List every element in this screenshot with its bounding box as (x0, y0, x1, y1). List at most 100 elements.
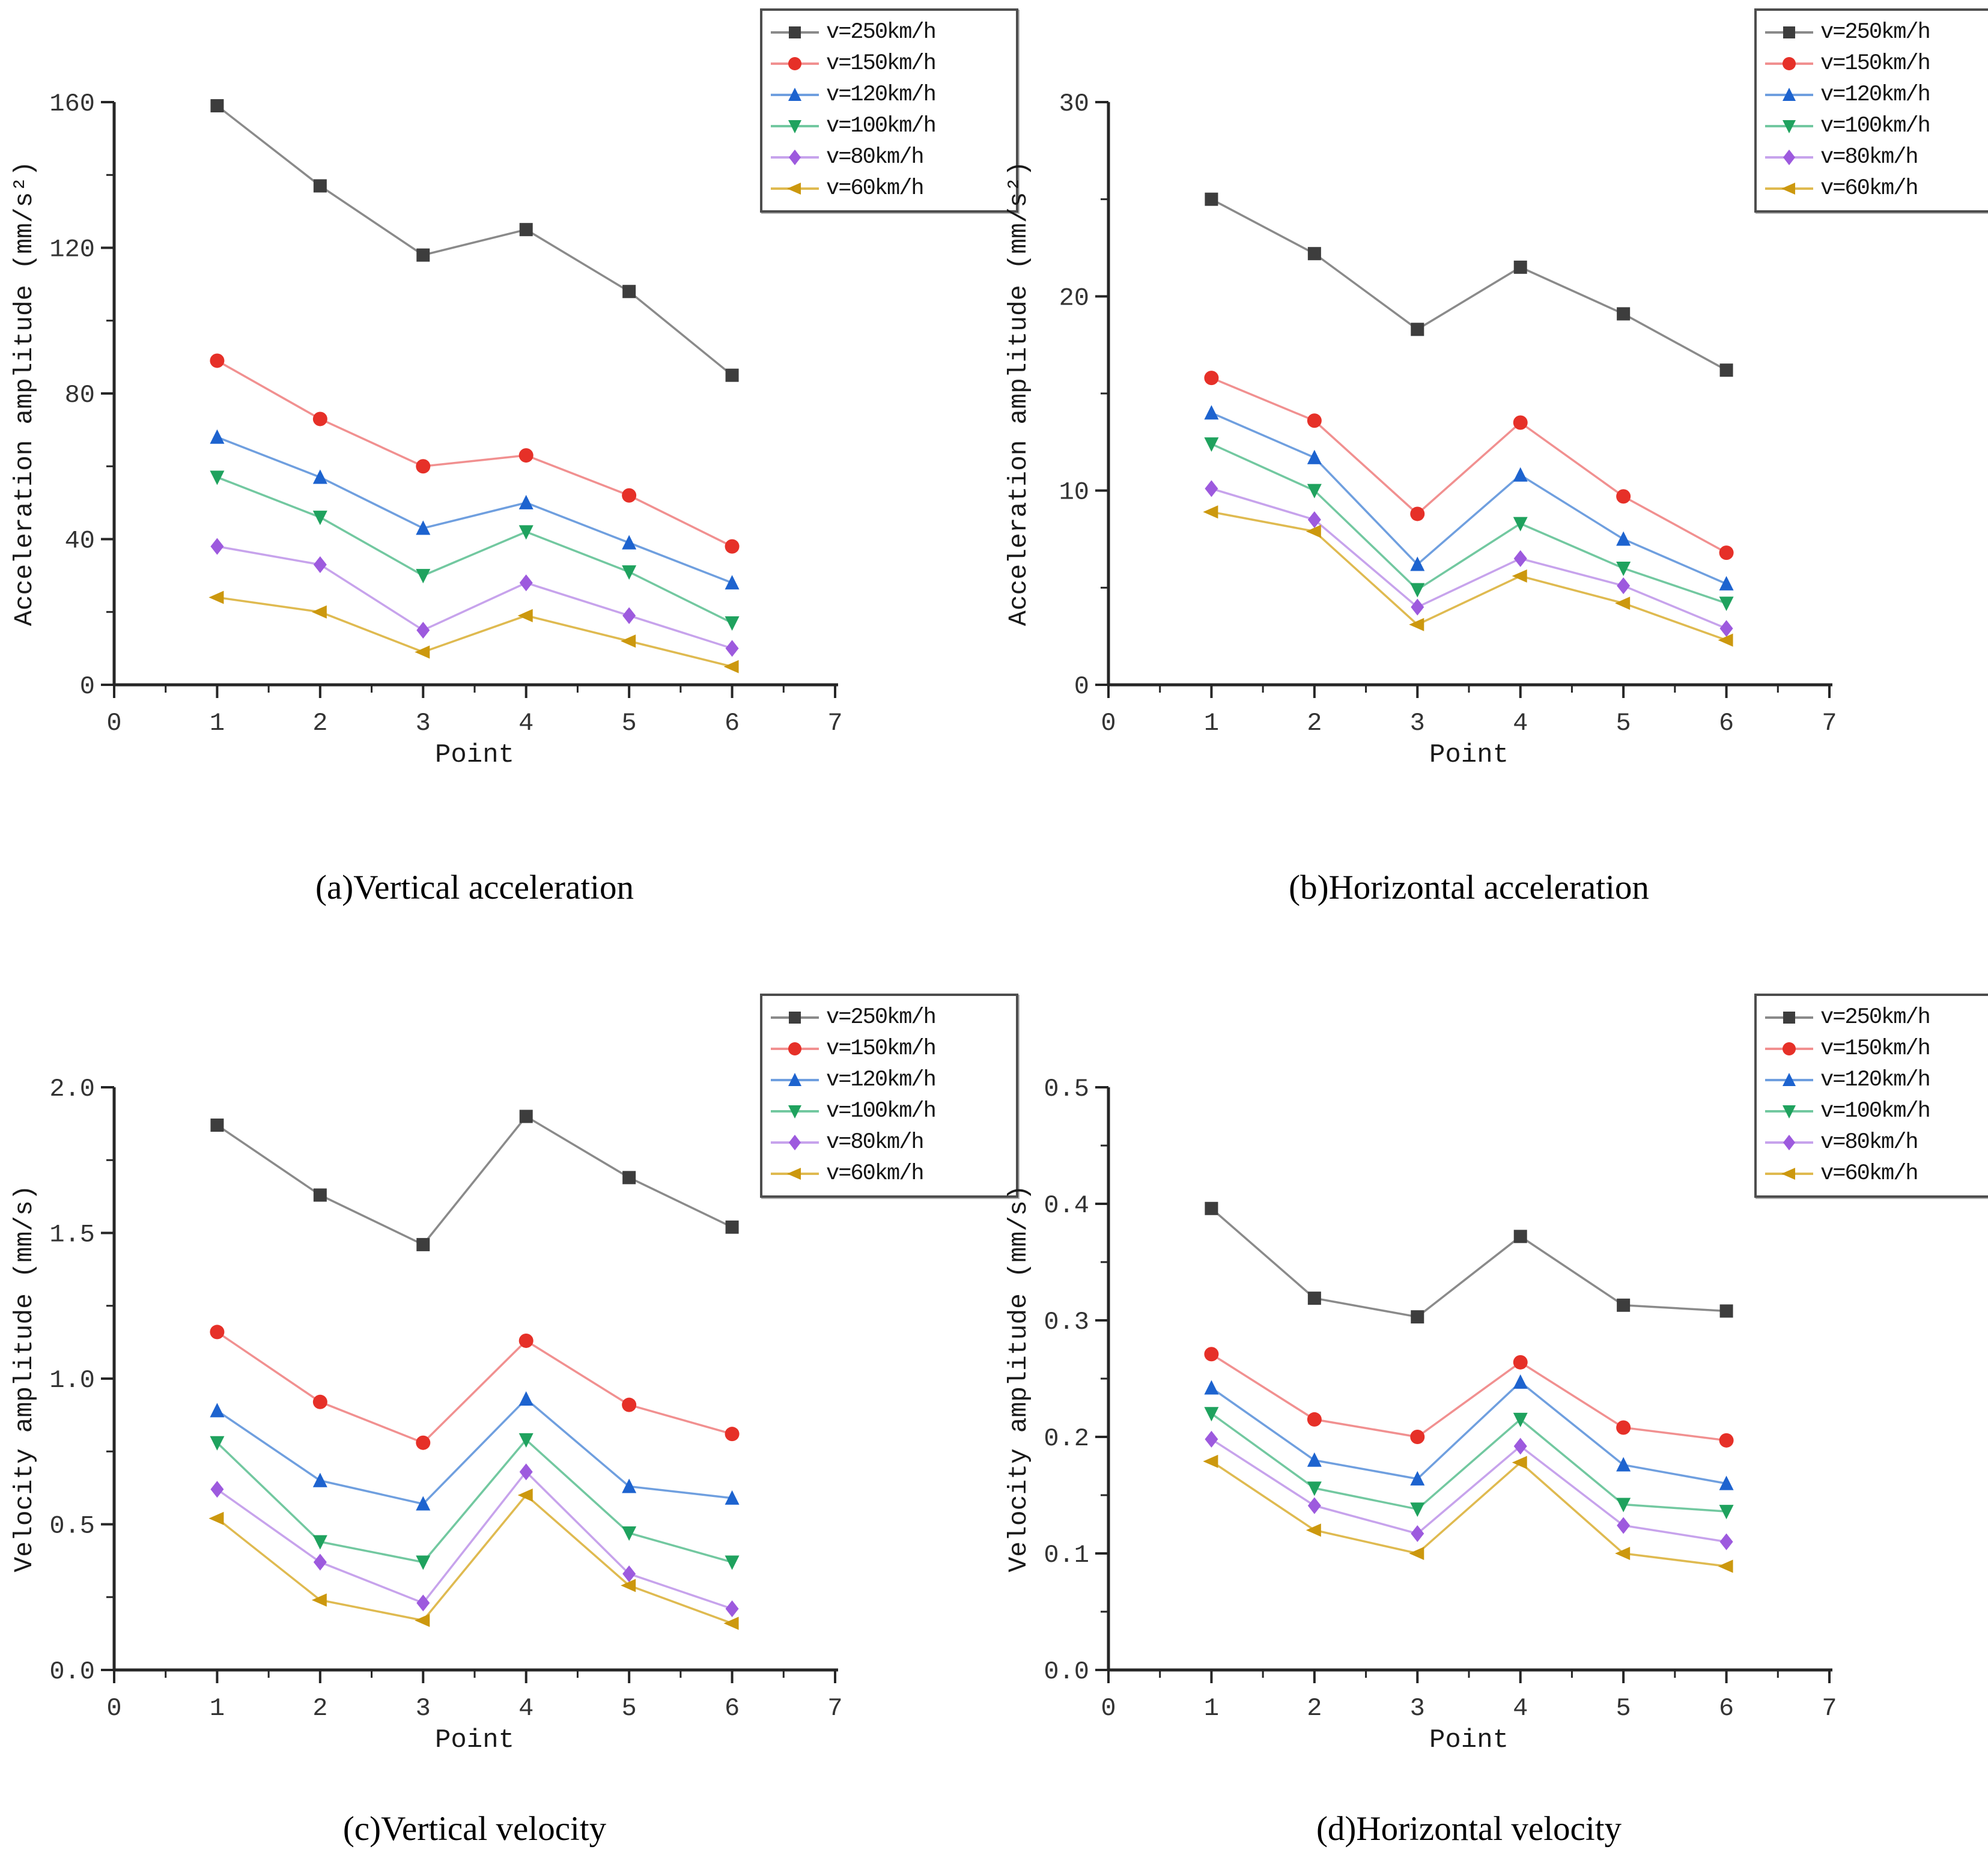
x-tick-label: 4 (518, 709, 533, 738)
y-tick-label: 10 (1059, 478, 1089, 507)
x-axis-label: Point (1429, 1725, 1509, 1755)
x-tick-label: 2 (312, 709, 327, 738)
y-axis-label: Acceleration amplitude (mm/s²) (1004, 161, 1033, 626)
legend-label: v=120km/h (826, 1067, 937, 1093)
y-tick-label: 0.0 (1044, 1657, 1089, 1686)
legend-label: v=100km/h (826, 1099, 937, 1124)
chart-panel-b: 0 1 2 3 4 5 6 7 0 10 20 30 Point Acceleration amplitu… (994, 0, 1988, 985)
y-tick-label: 80 (65, 381, 95, 410)
x-axis-ticks: 0 1 2 3 4 5 6 7 (1101, 685, 1837, 738)
series-v-80km-h (210, 538, 739, 657)
legend-row: v=120km/h (1760, 1064, 1988, 1096)
square-legend-marker-icon (1765, 26, 1813, 38)
x-axis-ticks: 0 1 2 3 4 5 6 7 (1101, 1670, 1837, 1723)
series-v-150km-h (210, 353, 740, 554)
triangle-down-legend-marker-icon (1765, 1105, 1813, 1119)
triangle-left-legend-marker-icon (771, 1168, 819, 1180)
y-tick-label: 0.3 (1044, 1308, 1089, 1337)
triangle-down-legend-marker-icon (771, 1105, 819, 1119)
x-tick-label: 6 (725, 1694, 740, 1723)
triangle-left-legend-marker-icon (1765, 183, 1813, 195)
chart-panel-d: 0 1 2 3 4 5 6 7 0.0 0.1 0.2 0.3 0.4 0.5 Point Velocity … (994, 985, 1988, 1873)
chart-a-caption: (a)Vertical acceleration (315, 869, 634, 906)
series-v-100km-h (1204, 1407, 1734, 1520)
x-tick-label: 2 (312, 1694, 327, 1723)
legend-row: v=120km/h (1760, 79, 1988, 111)
legend-label: v=80km/h (826, 145, 925, 170)
x-tick-label: 0 (1101, 1694, 1116, 1723)
series-v-120km-h (1204, 1374, 1734, 1490)
diamond-legend-marker-icon (771, 150, 819, 165)
x-axis-ticks: 0 1 2 3 4 5 6 7 (106, 1670, 843, 1723)
diamond-legend-marker-icon (1765, 150, 1813, 165)
legend-row: v=150km/h (1760, 48, 1988, 79)
legend-row: v=60km/h (766, 173, 1012, 204)
chart-d-plot: 0 1 2 3 4 5 6 7 0.0 0.1 0.2 0.3 0.4 0.5 Point Velocity … (1004, 1075, 1837, 1755)
x-tick-label: 4 (1513, 1694, 1528, 1723)
x-tick-label: 3 (1410, 709, 1425, 738)
series-v-250km-h (210, 99, 739, 382)
x-tick-label: 3 (416, 709, 431, 738)
chart-a-legend: v=250km/h v=150km/h v=120km/h v=100km/h v=80… (760, 8, 1018, 213)
y-tick-label: 0.5 (49, 1512, 95, 1541)
series-v-250km-h (210, 1110, 739, 1251)
y-tick-label: 0.1 (1044, 1541, 1089, 1570)
x-tick-label: 7 (827, 1694, 842, 1723)
legend-row: v=60km/h (1760, 1158, 1988, 1189)
legend-label: v=120km/h (826, 82, 937, 108)
triangle-down-legend-marker-icon (1765, 120, 1813, 133)
x-tick-label: 0 (1101, 709, 1116, 738)
legend-label: v=100km/h (1820, 114, 1931, 139)
series-v-60km-h (1203, 1454, 1733, 1573)
legend-row: v=250km/h (766, 17, 1012, 48)
circle-legend-marker-icon (771, 1042, 819, 1055)
chart-d-caption: (d)Horizontal velocity (1316, 1810, 1622, 1848)
x-tick-label: 7 (827, 709, 842, 738)
x-axis-ticks: 0 1 2 3 4 5 6 7 (106, 685, 843, 738)
x-tick-label: 4 (1513, 709, 1528, 738)
chart-c-plot: 0 1 2 3 4 5 6 7 0.0 0.5 1.0 1.5 2.0 Point Velocity amp… (10, 1075, 843, 1755)
legend-label: v=250km/h (1820, 1005, 1931, 1030)
legend-label: v=250km/h (1820, 20, 1931, 45)
y-axis-ticks: 0.0 0.1 0.2 0.3 0.4 0.5 (1044, 1075, 1108, 1686)
x-axis-label: Point (435, 1725, 514, 1755)
circle-legend-marker-icon (1765, 57, 1813, 70)
y-tick-label: 0 (80, 672, 95, 701)
legend-row: v=250km/h (1760, 17, 1988, 48)
x-tick-label: 5 (622, 709, 637, 738)
x-tick-label: 1 (210, 1694, 225, 1723)
y-tick-label: 0.5 (1044, 1075, 1089, 1103)
x-tick-label: 0 (106, 709, 121, 738)
chart-b-legend: v=250km/h v=150km/h v=120km/h v=100km/h v=80… (1754, 8, 1988, 213)
x-tick-label: 3 (416, 1694, 431, 1723)
chart-a-plot: 0 1 2 3 4 5 6 7 0 40 80 120 160 Point Acceleration amp… (10, 90, 843, 770)
x-tick-label: 0 (106, 1694, 121, 1723)
series-v-100km-h (210, 1433, 740, 1570)
legend-label: v=100km/h (1820, 1099, 1931, 1124)
legend-label: v=100km/h (826, 114, 937, 139)
y-axis-label: Velocity amplitude (mm/s) (1004, 1185, 1033, 1572)
legend-label: v=120km/h (1820, 1067, 1931, 1093)
circle-legend-marker-icon (1765, 1042, 1813, 1055)
series-v-100km-h (210, 470, 740, 631)
triangle-left-legend-marker-icon (771, 183, 819, 195)
chart-c-legend: v=250km/h v=150km/h v=120km/h v=100km/h v=80… (760, 994, 1018, 1198)
series-v-80km-h (1205, 1430, 1733, 1550)
x-tick-label: 7 (1822, 709, 1837, 738)
y-tick-label: 0 (1074, 672, 1089, 701)
x-tick-label: 1 (1204, 1694, 1219, 1723)
triangle-up-legend-marker-icon (1765, 1073, 1813, 1086)
y-axis-label: Acceleration amplitude (mm/s²) (10, 161, 39, 626)
diamond-legend-marker-icon (771, 1135, 819, 1150)
legend-row: v=80km/h (1760, 1127, 1988, 1158)
legend-label: v=80km/h (1820, 1130, 1919, 1155)
legend-row: v=150km/h (766, 48, 1012, 79)
x-tick-label: 1 (1204, 709, 1219, 738)
legend-row: v=80km/h (766, 1127, 1012, 1158)
legend-label: v=80km/h (1820, 145, 1919, 170)
series-v-120km-h (1204, 405, 1734, 590)
legend-label: v=150km/h (826, 1036, 937, 1061)
y-tick-label: 0.2 (1044, 1424, 1089, 1453)
series-v-60km-h (208, 1489, 739, 1630)
